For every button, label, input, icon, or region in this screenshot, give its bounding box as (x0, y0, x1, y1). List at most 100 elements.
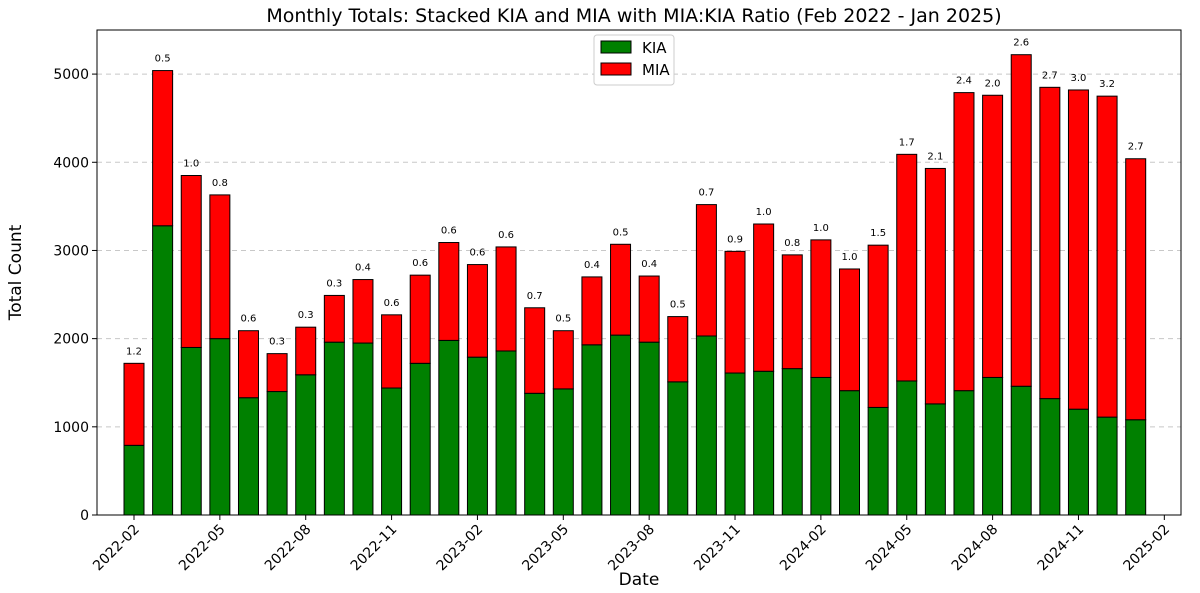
bar-kia (810, 376, 832, 516)
ratio-label: 0.6 (241, 314, 257, 325)
bar-mia (1039, 86, 1061, 400)
bar-mia (695, 204, 717, 337)
bar-kia (724, 372, 746, 516)
bar-mia (409, 274, 431, 364)
bar-kia (581, 344, 603, 516)
bar-kia (352, 342, 374, 516)
x-tick-label: 2024-05 (863, 522, 916, 575)
ratio-label: 0.8 (784, 238, 800, 249)
x-tick-label: 2022-02 (90, 522, 143, 575)
legend: KIA MIA (593, 34, 675, 86)
ratio-label: 3.2 (1099, 79, 1115, 90)
bar-kia (638, 341, 660, 516)
bar-mia (638, 275, 660, 343)
bar-mia (237, 330, 259, 399)
bar-kia (466, 356, 488, 516)
chart-title: Monthly Totals: Stacked KIA and MIA with… (266, 5, 1001, 27)
ratio-label: 0.5 (613, 227, 629, 238)
ratio-label: 0.4 (584, 260, 600, 271)
bar-mia (1096, 95, 1118, 418)
ratio-label: 0.7 (527, 291, 543, 302)
ratio-label: 0.4 (355, 263, 371, 274)
bar-kia (695, 335, 717, 516)
ratio-label: 0.6 (384, 298, 400, 309)
bars (123, 54, 1147, 516)
x-tick-label: 2022-05 (176, 522, 229, 575)
bar-mia (724, 250, 746, 374)
y-tick-label: 4000 (53, 155, 89, 171)
bar-mia (381, 314, 403, 389)
bar-mia (839, 268, 860, 392)
bar-kia (924, 403, 946, 516)
bar-mia (867, 244, 889, 408)
bar-kia (1125, 419, 1147, 516)
bar-kia (1039, 398, 1061, 516)
x-tick-label: 2022-11 (348, 522, 401, 575)
bar-kia (409, 362, 431, 516)
bar-mia (810, 239, 832, 378)
ratio-label: 2.6 (1013, 38, 1029, 49)
y-axis-title: Total Count (6, 224, 26, 321)
y-tick-label: 0 (80, 508, 89, 524)
ratio-label: 0.4 (641, 259, 657, 270)
ratio-label: 1.0 (183, 159, 199, 170)
bar-kia (524, 392, 546, 516)
y-tick-label: 1000 (53, 420, 89, 436)
legend-label-mia: MIA (642, 61, 670, 79)
bar-kia (237, 397, 259, 516)
ratio-label: 0.8 (212, 178, 228, 189)
bar-kia (953, 390, 975, 516)
bar-mia (209, 194, 231, 340)
ratio-label: 2.7 (1128, 142, 1144, 153)
bar-mia (1010, 54, 1032, 387)
bar-kia (123, 444, 145, 516)
ratio-label: 2.7 (1042, 70, 1058, 81)
bar-mia (180, 175, 202, 348)
bar-kia (867, 406, 889, 516)
bar-mia (552, 330, 574, 390)
ratio-label: 0.3 (326, 278, 342, 289)
x-tick-label: 2024-11 (1035, 522, 1088, 575)
x-tick-label: 2024-08 (949, 522, 1002, 575)
ratio-label: 2.0 (985, 78, 1001, 89)
ratio-label: 1.2 (126, 346, 142, 357)
bar-kia (209, 338, 231, 516)
ratio-label: 0.6 (498, 230, 514, 241)
bar-mia (295, 326, 317, 376)
ratio-label: 1.7 (899, 137, 915, 148)
bar-kia (982, 376, 1004, 516)
bar-mia (982, 94, 1004, 378)
bar-kia (381, 387, 403, 516)
y-tick-label: 3000 (53, 243, 89, 259)
ratio-label: 2.4 (956, 76, 972, 87)
bar-kia (438, 339, 460, 516)
bar-mia (924, 167, 946, 405)
ratio-label: 0.5 (155, 54, 171, 65)
bar-kia (781, 368, 803, 516)
bar-kia (839, 390, 860, 516)
legend-swatch-mia (600, 62, 632, 76)
ratio-label: 1.5 (870, 228, 886, 239)
bar-kia (1067, 408, 1089, 516)
bar-mia (953, 92, 975, 392)
plot-frame (96, 29, 1182, 516)
y-axis: 0 1000 2000 3000 4000 5000 (53, 67, 97, 524)
x-tick-label: 2025-02 (1120, 522, 1173, 575)
bar-kia (495, 350, 517, 516)
bar-mia (610, 243, 632, 336)
ratio-label: 2.1 (927, 151, 943, 162)
bar-kia (896, 380, 918, 516)
ratio-labels: 1.2 0.5 1.0 0.8 0.6 0.3 0.3 0.3 0.4 0.6 0.6 0.6 0.6 0… (126, 38, 1144, 358)
ratio-label: 0.3 (269, 337, 285, 348)
x-tick-label: 2023-11 (691, 522, 744, 575)
ratio-label: 0.6 (412, 258, 428, 269)
ratio-label: 0.6 (441, 226, 457, 237)
ratio-label: 0.5 (670, 300, 686, 311)
bar-kia (152, 225, 174, 516)
bar-kia (180, 346, 202, 516)
bar-mia (781, 254, 803, 370)
bar-mia (1067, 89, 1089, 410)
bar-mia (753, 223, 775, 372)
bar-mia (581, 276, 603, 346)
